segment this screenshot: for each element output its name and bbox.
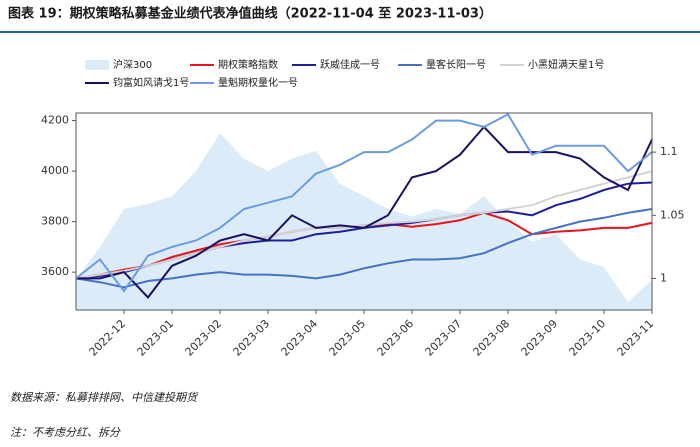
x-tick-label: 2023-11	[615, 317, 657, 359]
y-tick-label: 3600	[41, 265, 69, 278]
x-tick-label: 2023-08	[471, 317, 513, 359]
y-tick-label: 4200	[41, 114, 69, 127]
legend-label: 跃威佳成一号	[320, 58, 380, 71]
chart-title: 图表 19：期权策略私募基金业绩代表净值曲线（2022-11-04 至 2023…	[8, 6, 492, 22]
legend-swatch	[85, 60, 109, 70]
legend-label: 沪深300	[113, 58, 152, 71]
legend-label: 量客长阳一号	[426, 58, 486, 71]
legend-label: 期权策略指数	[218, 58, 278, 71]
y2-tick-label: 1.1	[660, 145, 678, 158]
legend-label: 小黑妞满天星1号	[528, 58, 604, 71]
x-tick-label: 2023-01	[135, 317, 177, 359]
source-note: 数据来源：私募排排网、中信建投期货	[10, 391, 199, 404]
y-tick-label: 3800	[41, 215, 69, 228]
x-tick-label: 2023-09	[519, 317, 561, 359]
x-tick-label: 2023-06	[375, 317, 417, 359]
x-tick-label: 2023-04	[279, 317, 321, 359]
line	[75, 112, 653, 293]
x-tick-label: 2023-07	[423, 317, 465, 359]
line	[76, 125, 653, 299]
x-tick-label: 2023-05	[327, 317, 369, 359]
line	[75, 170, 653, 280]
x-tick-label: 2023-10	[567, 317, 609, 359]
legend-label: 量魁期权量化一号	[218, 76, 298, 89]
y-tick-label: 4000	[41, 164, 69, 177]
y2-tick-label: 1	[660, 271, 667, 284]
footnote: 注：不考虑分红、拆分	[10, 426, 121, 439]
x-tick-label: 2023-03	[231, 317, 273, 359]
y2-tick-label: 1.05	[660, 208, 685, 221]
legend-label: 钧富如风请戈1号	[113, 76, 189, 89]
line	[75, 208, 653, 289]
x-tick-label: 2022-12	[87, 317, 129, 359]
area	[76, 133, 652, 310]
x-tick-label: 2023-02	[183, 317, 225, 359]
